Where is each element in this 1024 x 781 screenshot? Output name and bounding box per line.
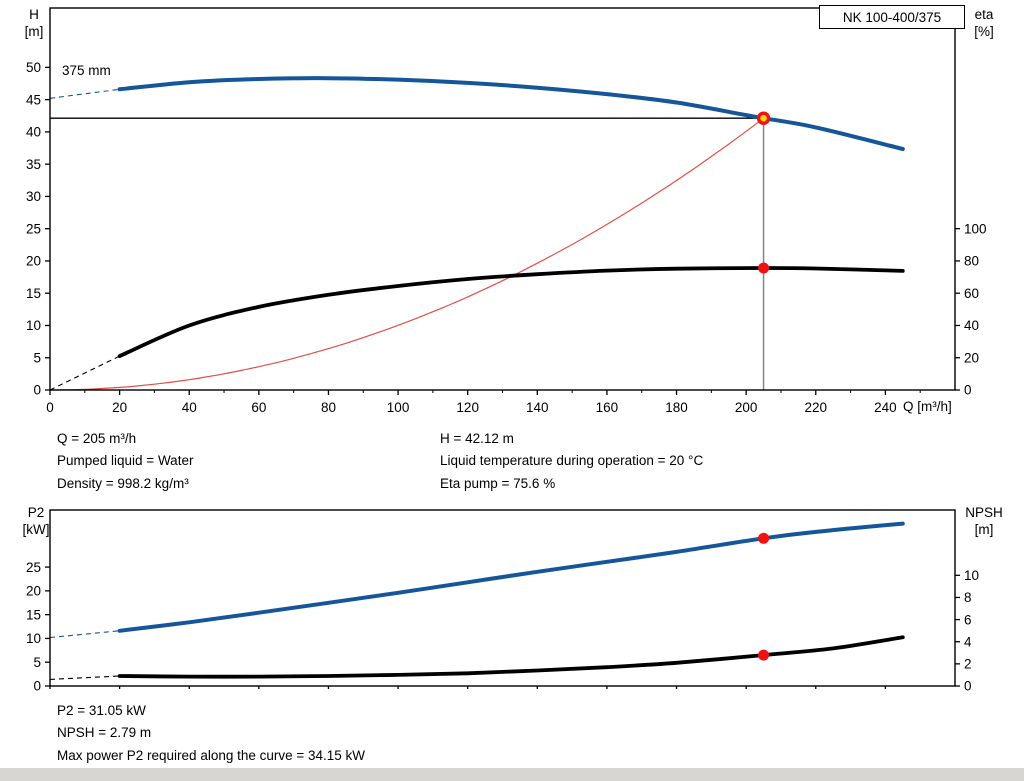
- svg-text:240: 240: [874, 400, 897, 415]
- npsh-axis-title: NPSH [m]: [956, 504, 1012, 538]
- eta-axis-title-line1: eta: [974, 7, 994, 22]
- svg-text:35: 35: [26, 157, 41, 172]
- npsh-curve[interactable]: [117, 635, 905, 679]
- efficiency-duty-dot: [758, 262, 770, 274]
- svg-text:100: 100: [387, 400, 410, 415]
- p2-axis-title-line2: [kW]: [22, 522, 50, 537]
- npsh-axis-title-line2: [m]: [974, 522, 994, 537]
- info-npsh: NPSH = 2.79 m: [57, 725, 152, 741]
- svg-text:0: 0: [33, 679, 41, 694]
- p2-npsh-chart: 0 5 10 15 20 25 0 2 4 6 8 10: [26, 509, 979, 694]
- svg-text:20: 20: [964, 350, 979, 365]
- result-info: P2 = 31.05 kW NPSH = 2.79 m Max power P2…: [57, 700, 365, 767]
- svg-text:0: 0: [33, 383, 41, 398]
- svg-text:220: 220: [805, 400, 828, 415]
- info-p2: P2 = 31.05 kW: [57, 703, 146, 718]
- svg-text:0: 0: [46, 400, 54, 415]
- svg-text:10: 10: [26, 318, 41, 333]
- info-eta-pump: Eta pump = 75.6 %: [440, 475, 556, 491]
- svg-text:15: 15: [26, 607, 41, 622]
- p2-curve-duty-dot: [758, 532, 770, 544]
- npsh-curve-duty-dot: [758, 649, 770, 661]
- p2-curve-dashed-extension: [49, 630, 120, 639]
- svg-text:20: 20: [26, 584, 41, 599]
- pump-name: NK 100-400/375: [842, 9, 942, 25]
- svg-text:120: 120: [456, 400, 479, 415]
- duty-point-marker[interactable]: [756, 111, 771, 125]
- eta-axis-title: eta [%]: [962, 6, 1006, 40]
- svg-text:60: 60: [251, 400, 266, 415]
- p2-npsh-chart-plot-area[interactable]: [50, 510, 955, 686]
- svg-text:30: 30: [26, 189, 41, 204]
- plot-frame: [49, 509, 956, 687]
- system-resistance-curve: [49, 117, 764, 391]
- svg-text:50: 50: [26, 60, 41, 75]
- plot-frame: [49, 7, 956, 391]
- svg-text:8: 8: [964, 590, 972, 605]
- svg-text:10: 10: [26, 631, 41, 646]
- h-axis-title-line1: H: [29, 7, 39, 22]
- svg-text:40: 40: [964, 318, 979, 333]
- svg-text:180: 180: [665, 400, 688, 415]
- info-h: H = 42.12 m: [440, 431, 514, 446]
- qh-efficiency-chart: 0 5 10 15 20 25 30 35 40 45 50 0 20 40 60 80 100 0 20 40 60 8…: [26, 7, 987, 415]
- h-axis-title-line2: [m]: [24, 24, 44, 39]
- info-q: Q = 205 m³/h: [57, 431, 137, 446]
- pump-name-box: NK 100-400/375: [819, 5, 965, 29]
- h-axis-title: H [m]: [16, 6, 52, 40]
- window-bottom-edge: [0, 768, 1024, 781]
- svg-text:2: 2: [964, 657, 972, 672]
- svg-text:25: 25: [26, 221, 41, 236]
- svg-text:5: 5: [33, 350, 41, 365]
- impeller-diameter-label: 375 mm: [62, 63, 111, 78]
- npsh-curve-dashed-extension: [49, 675, 120, 680]
- svg-text:45: 45: [26, 92, 41, 107]
- svg-text:80: 80: [964, 254, 979, 269]
- svg-text:4: 4: [964, 634, 972, 649]
- svg-text:40: 40: [182, 400, 197, 415]
- q-axis-title: Q [m³/h]: [903, 399, 952, 414]
- svg-text:100: 100: [964, 221, 987, 236]
- svg-text:25: 25: [26, 560, 41, 575]
- npsh-axis-title-line1: NPSH: [965, 505, 1003, 520]
- head-curve-375mm-dashed-extension: [49, 88, 120, 99]
- info-density: Density = 998.2 kg/m³: [57, 475, 189, 491]
- info-pumped-liquid: Pumped liquid = Water: [57, 453, 194, 469]
- svg-text:0: 0: [964, 383, 972, 398]
- p2-axis-title-line1: P2: [27, 505, 45, 520]
- svg-text:20: 20: [26, 254, 41, 269]
- info-liquid-temp: Liquid temperature during operation = 20…: [440, 453, 704, 469]
- svg-text:6: 6: [964, 612, 972, 627]
- svg-text:40: 40: [26, 125, 41, 140]
- info-max-power: Max power P2 required along the curve = …: [57, 747, 366, 763]
- svg-text:0: 0: [964, 679, 972, 694]
- svg-text:60: 60: [964, 286, 979, 301]
- svg-text:160: 160: [596, 400, 619, 415]
- p2-axis-title: P2 [kW]: [14, 504, 58, 538]
- svg-text:200: 200: [735, 400, 758, 415]
- svg-text:20: 20: [112, 400, 127, 415]
- eta-axis-title-line2: [%]: [974, 24, 994, 39]
- operating-info-right: H = 42.12 m Liquid temperature during op…: [440, 428, 703, 495]
- svg-text:10: 10: [964, 568, 979, 583]
- svg-text:5: 5: [33, 655, 41, 670]
- svg-text:80: 80: [321, 400, 336, 415]
- operating-info-left: Q = 205 m³/h Pumped liquid = Water Densi…: [57, 428, 193, 495]
- efficiency-curve-dashed-extension: [49, 355, 120, 391]
- qh-efficiency-chart-plot-area[interactable]: [50, 8, 955, 390]
- svg-text:15: 15: [26, 286, 41, 301]
- svg-text:140: 140: [526, 400, 549, 415]
